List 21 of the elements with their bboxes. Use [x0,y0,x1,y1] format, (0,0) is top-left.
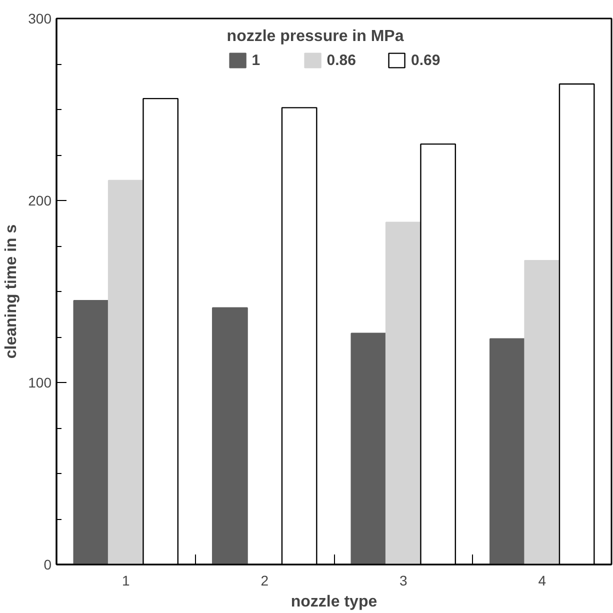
y-axis-title: cleaning time in s [3,224,20,359]
y-tick-label: 200 [28,192,52,208]
bar [350,332,387,564]
bar [524,260,560,564]
bar [489,338,526,564]
legend-label: 0.86 [326,52,356,68]
legend-title: nozzle pressure in MPa [226,28,405,46]
legend-label: 1 [252,52,262,68]
x-tick-label: 4 [538,572,546,588]
x-tick-label: 2 [260,572,269,588]
y-tick-label: 0 [44,556,52,572]
legend-label: 0.69 [411,52,440,68]
y-tick-label: 300 [28,10,52,26]
x-tick-label: 1 [122,572,130,588]
bar [108,180,144,564]
bar [73,300,110,564]
x-tick-label: 3 [399,572,408,588]
bar [212,307,248,564]
y-tick-label: 100 [28,374,52,390]
bar [385,222,422,564]
x-axis-title: nozzle type [290,594,378,610]
